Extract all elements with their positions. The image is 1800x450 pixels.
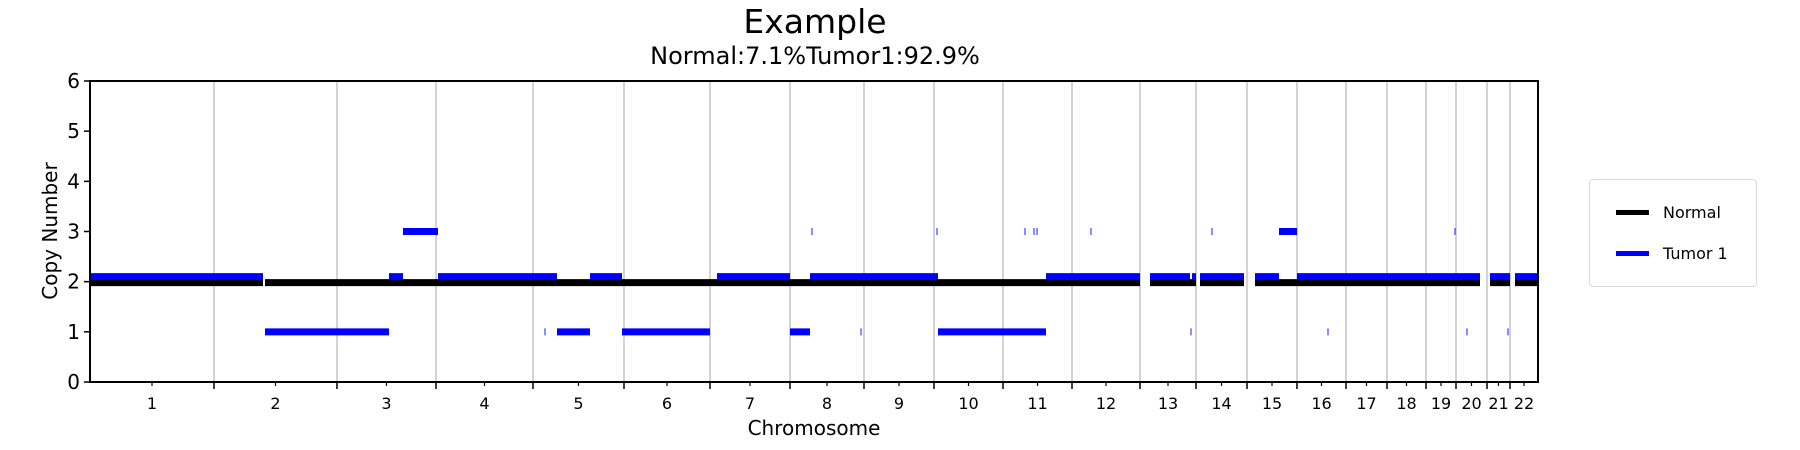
- y-tick-label: 2: [67, 270, 80, 294]
- chromosome-label: 11: [1027, 394, 1047, 413]
- chromosome-label: 2: [270, 394, 280, 413]
- legend-label: Normal: [1663, 202, 1721, 222]
- chromosome-label: 3: [381, 394, 391, 413]
- chromosome-label: 8: [822, 394, 832, 413]
- legend-label: Tumor 1: [1663, 243, 1728, 263]
- chromosome-label: 9: [894, 394, 904, 413]
- y-tick-label: 6: [67, 69, 80, 93]
- chromosome-label: 13: [1158, 394, 1178, 413]
- chart-title: Example: [743, 2, 887, 41]
- y-tick-label: 5: [67, 119, 80, 143]
- chromosome-label: 20: [1461, 394, 1481, 413]
- chromosome-label: 4: [479, 394, 489, 413]
- tumor1-swatch-icon: [1616, 250, 1649, 256]
- normal-swatch-icon: [1616, 209, 1649, 215]
- chromosome-label: 1: [147, 394, 157, 413]
- y-tick-label: 0: [67, 370, 80, 394]
- chromosome-label: 7: [745, 394, 755, 413]
- legend-item-normal: Normal: [1616, 202, 1721, 222]
- y-tick-label: 3: [67, 220, 80, 244]
- chromosome-label: 12: [1096, 394, 1116, 413]
- chromosome-label: 19: [1431, 394, 1451, 413]
- chromosome-label: 17: [1356, 394, 1376, 413]
- chart-subtitle: Normal:7.1%Tumor1:92.9%: [650, 42, 980, 70]
- chromosome-label: 14: [1211, 394, 1231, 413]
- chromosome-label: 21: [1488, 394, 1508, 413]
- y-axis-label: Copy Number: [38, 162, 62, 300]
- chromosome-label: 16: [1311, 394, 1331, 413]
- chromosome-label: 10: [958, 394, 978, 413]
- y-tick-label: 4: [67, 169, 80, 193]
- chromosome-label: 6: [662, 394, 672, 413]
- plot-frame: [89, 80, 1539, 383]
- legend-item-tumor1: Tumor 1: [1616, 243, 1728, 263]
- y-tick-label: 1: [67, 320, 80, 344]
- chromosome-label: 18: [1396, 394, 1416, 413]
- chromosome-label: 22: [1514, 394, 1534, 413]
- chromosome-label: 5: [573, 394, 583, 413]
- x-axis-label: Chromosome: [747, 416, 881, 440]
- chromosome-label: 15: [1262, 394, 1282, 413]
- legend: Normal Tumor 1: [1589, 179, 1757, 287]
